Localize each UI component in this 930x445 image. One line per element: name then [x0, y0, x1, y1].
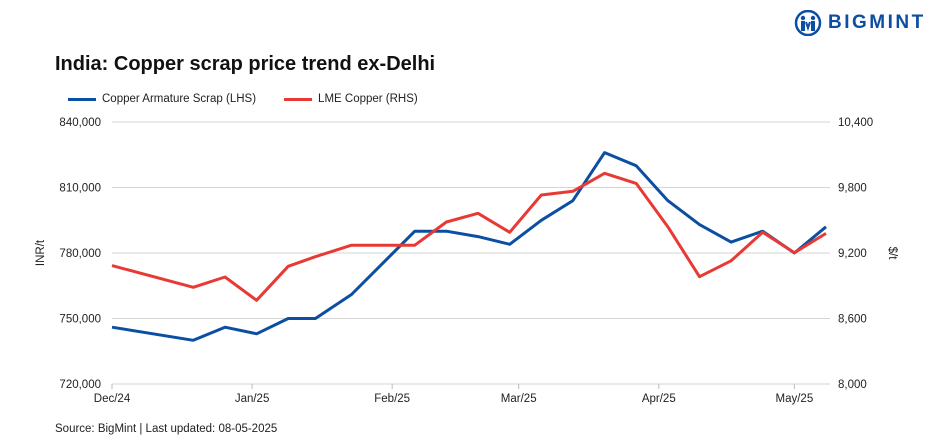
x-tick-label: Apr/25	[642, 393, 676, 405]
legend-label-scrap: Copper Armature Scrap (LHS)	[102, 93, 257, 105]
y-tick-right: 9,200	[838, 248, 867, 260]
y-tick-left: 720,000	[59, 379, 101, 391]
legend: Copper Armature Scrap (LHS) LME Copper (…	[68, 93, 418, 105]
x-tick-label: Jan/25	[235, 393, 270, 405]
y-axis-right-label: $/t	[886, 247, 898, 261]
y-tick-right: 8,000	[838, 379, 867, 391]
legend-swatch-scrap	[68, 97, 96, 101]
x-tick-label: May/25	[776, 393, 814, 405]
legend-item-lme: LME Copper (RHS)	[284, 93, 418, 105]
x-tick-label: Feb/25	[374, 393, 410, 405]
bigmint-logo-text: BIGMINT	[828, 12, 926, 33]
series-line-copper-armature-scrap	[111, 151, 827, 342]
x-tick-label: Mar/25	[501, 393, 537, 405]
legend-label-lme: LME Copper (RHS)	[318, 93, 418, 105]
chart-title: India: Copper scrap price trend ex-Delhi	[55, 53, 436, 75]
y-tick-left: 840,000	[59, 117, 101, 129]
bigmint-logo: BIGMINT	[794, 10, 926, 36]
y-tick-left: 810,000	[59, 183, 101, 195]
y-tick-right: 8,600	[838, 314, 867, 326]
legend-item-scrap: Copper Armature Scrap (LHS)	[68, 93, 256, 105]
bigmint-logo-icon	[794, 10, 822, 36]
source-note: Source: BigMint | Last updated: 08-05-20…	[55, 423, 278, 435]
legend-swatch-lme	[284, 97, 313, 101]
x-tick-label: Dec/24	[94, 393, 131, 405]
y-tick-right: 10,400	[838, 117, 873, 129]
y-axis-left-label: INR/t	[35, 239, 47, 266]
series-line-lme-copper	[111, 171, 827, 302]
y-tick-left: 780,000	[59, 248, 101, 260]
y-tick-left: 750,000	[59, 314, 101, 326]
y-tick-right: 9,800	[838, 183, 867, 195]
